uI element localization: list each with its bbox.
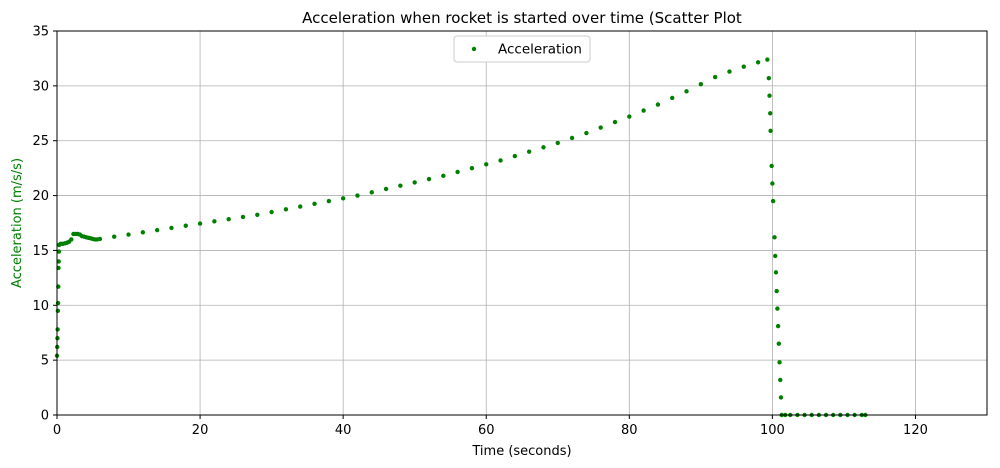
data-point xyxy=(655,102,661,107)
data-point xyxy=(772,235,777,240)
y-axis-label: Acceleration (m/s/s) xyxy=(10,158,25,288)
data-point xyxy=(670,95,675,101)
data-point xyxy=(283,207,289,212)
data-point xyxy=(766,75,772,81)
data-point xyxy=(126,232,131,237)
data-point xyxy=(55,327,60,332)
data-point xyxy=(775,323,781,329)
data-point xyxy=(56,249,62,254)
data-point xyxy=(541,145,546,150)
data-point xyxy=(727,69,732,74)
y-tick-label: 5 xyxy=(41,354,49,369)
data-point xyxy=(777,360,782,365)
data-point xyxy=(369,190,374,195)
y-tick-label: 30 xyxy=(32,79,49,94)
x-tick-label: 100 xyxy=(760,423,785,438)
y-tick-label: 20 xyxy=(32,189,49,204)
axis-ticks: 0 20 40 60 80 100 120 0 5 10 15 20 25 30 35 xyxy=(32,25,927,439)
data-point xyxy=(768,111,773,116)
data-point xyxy=(484,162,489,167)
data-point xyxy=(569,135,575,141)
data-point xyxy=(598,125,603,130)
data-point xyxy=(97,236,103,242)
data-point xyxy=(441,173,446,179)
data-point xyxy=(469,165,475,171)
data-point xyxy=(778,377,783,383)
data-points xyxy=(54,57,868,418)
data-point xyxy=(140,230,146,235)
data-point xyxy=(776,341,782,346)
data-point xyxy=(255,212,260,217)
data-point xyxy=(778,395,784,400)
data-point xyxy=(226,216,231,222)
x-axis-label: Time (seconds) xyxy=(471,444,571,459)
data-point xyxy=(769,163,774,169)
data-point xyxy=(312,201,317,206)
data-point xyxy=(455,169,460,175)
data-point xyxy=(773,253,778,259)
data-point xyxy=(627,114,632,119)
data-point xyxy=(584,130,589,136)
x-tick-label: 0 xyxy=(53,423,61,438)
data-point xyxy=(767,93,772,98)
y-tick-label: 10 xyxy=(32,299,49,314)
y-tick-label: 15 xyxy=(32,244,49,259)
data-point xyxy=(355,193,360,198)
data-point xyxy=(55,308,61,313)
data-point xyxy=(526,149,532,154)
data-point xyxy=(641,108,646,113)
data-point xyxy=(269,209,274,215)
data-point xyxy=(741,64,746,69)
data-point xyxy=(212,219,217,224)
data-point xyxy=(775,306,780,311)
data-point xyxy=(426,176,432,182)
chart-title: Acceleration when rocket is started over… xyxy=(302,9,742,27)
data-point xyxy=(398,183,403,188)
data-point xyxy=(412,180,417,185)
data-point xyxy=(774,288,779,294)
y-tick-label: 25 xyxy=(32,134,49,149)
data-point xyxy=(154,227,160,233)
data-point xyxy=(512,153,518,159)
data-point xyxy=(183,223,188,228)
data-point xyxy=(765,57,770,62)
x-tick-label: 60 xyxy=(478,423,495,438)
x-tick-label: 80 xyxy=(621,423,638,438)
x-tick-label: 120 xyxy=(903,423,928,438)
legend: Acceleration xyxy=(453,35,591,63)
legend-label: Acceleration xyxy=(498,42,582,58)
data-point xyxy=(69,237,74,242)
data-point xyxy=(298,204,303,209)
data-point xyxy=(773,270,779,275)
data-point xyxy=(112,234,117,239)
x-tick-label: 40 xyxy=(335,423,352,438)
x-tick-label: 20 xyxy=(192,423,209,438)
data-point xyxy=(383,186,389,192)
data-point xyxy=(340,196,346,201)
data-point xyxy=(56,259,61,264)
plot-frame xyxy=(56,30,988,416)
legend-marker xyxy=(471,46,477,52)
data-point xyxy=(768,128,773,134)
data-point xyxy=(169,225,174,231)
data-point xyxy=(684,89,689,94)
data-point xyxy=(612,119,618,125)
data-point xyxy=(770,181,775,186)
grid-lines xyxy=(56,30,987,416)
data-point xyxy=(555,140,560,146)
data-point xyxy=(240,214,246,220)
data-point xyxy=(197,221,203,226)
data-point xyxy=(326,198,332,204)
data-point xyxy=(712,74,718,80)
data-point xyxy=(770,198,776,204)
data-point xyxy=(698,82,704,87)
data-point xyxy=(498,158,503,163)
y-tick-label: 35 xyxy=(32,25,49,40)
y-tick-label: 0 xyxy=(41,409,49,424)
legend-box xyxy=(453,35,591,63)
data-point xyxy=(755,60,761,65)
